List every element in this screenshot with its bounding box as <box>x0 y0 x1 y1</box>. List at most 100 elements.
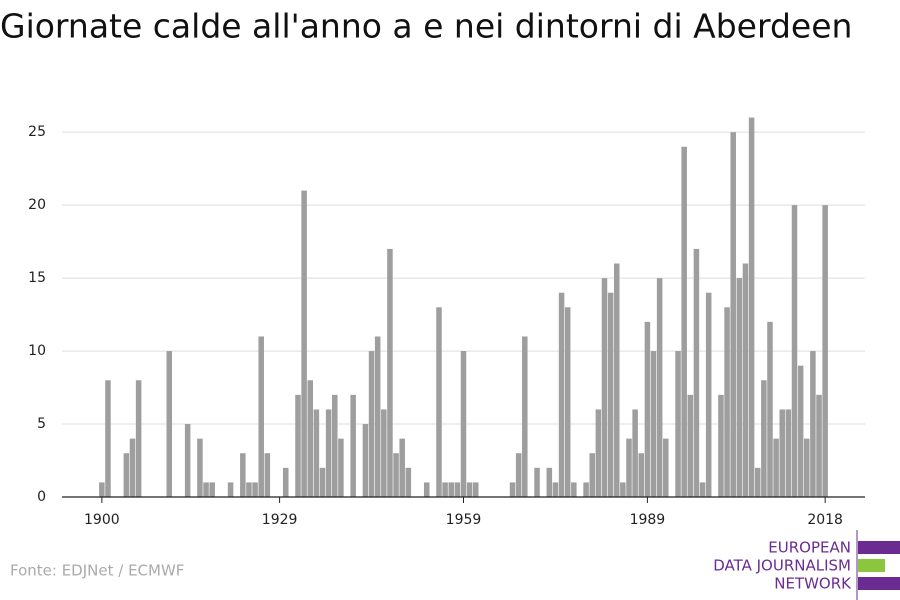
bar <box>166 351 173 497</box>
bar <box>368 351 375 497</box>
bar <box>99 482 105 497</box>
logo-bar <box>858 577 900 590</box>
bar <box>546 467 553 497</box>
bar <box>705 292 712 497</box>
logo-text: DATA JOURNALISM <box>713 557 851 575</box>
bar <box>332 394 338 497</box>
bar <box>313 409 320 497</box>
bar <box>307 380 314 497</box>
y-tick-label: 10 <box>28 343 46 359</box>
bar <box>240 453 246 497</box>
y-tick-label: 0 <box>37 489 46 505</box>
bar <box>325 409 332 497</box>
logo-text: NETWORK <box>774 575 852 593</box>
bar <box>650 351 657 497</box>
bar <box>681 146 687 497</box>
bar <box>258 336 264 497</box>
logo-text: EUROPEAN <box>768 539 851 557</box>
bar <box>595 409 602 497</box>
bar <box>607 292 614 497</box>
bar <box>754 467 761 497</box>
bar <box>295 394 301 497</box>
bar <box>393 453 399 497</box>
bar <box>448 482 454 497</box>
bar <box>583 482 589 497</box>
bar <box>810 351 816 497</box>
bar <box>350 394 356 497</box>
bar <box>436 307 442 497</box>
bar <box>264 453 271 497</box>
bar <box>123 453 130 497</box>
bar <box>129 438 136 497</box>
bar <box>558 292 565 497</box>
bar <box>620 482 626 497</box>
bar <box>693 248 700 497</box>
bar <box>773 438 779 497</box>
bar <box>724 307 730 497</box>
bar <box>423 482 430 497</box>
bar <box>405 467 412 497</box>
source: Fonte: EDJNet / ECMWF <box>10 562 184 580</box>
bar <box>699 482 706 497</box>
bar <box>381 409 387 497</box>
bar <box>571 482 577 497</box>
x-tick-label: 1989 <box>630 512 666 528</box>
bar <box>197 438 203 497</box>
bar <box>209 482 215 497</box>
x-tick-label: 1929 <box>262 512 298 528</box>
bar <box>761 380 767 497</box>
x-tick-label: 2018 <box>807 512 843 528</box>
bar <box>791 205 798 498</box>
bar <box>601 278 608 497</box>
bar <box>767 321 773 497</box>
bar <box>736 278 743 497</box>
bar <box>338 438 344 497</box>
bar <box>227 482 234 497</box>
bar <box>626 438 632 497</box>
bar <box>816 394 822 497</box>
bar <box>663 438 669 497</box>
bar <box>460 351 467 497</box>
logo-bar <box>858 541 900 554</box>
bar <box>466 482 473 497</box>
bar <box>301 190 307 498</box>
x-tick-label: 1900 <box>84 512 120 528</box>
bar <box>687 394 694 497</box>
bar <box>454 482 461 497</box>
bar <box>638 453 645 497</box>
bar <box>319 467 326 497</box>
bar <box>282 467 289 497</box>
bar <box>742 263 749 497</box>
bar <box>552 482 559 497</box>
bar <box>748 117 755 497</box>
chart-title: Giornate calde all'anno a e nei dintorni… <box>0 7 852 46</box>
bar <box>613 263 620 497</box>
bar <box>184 424 191 497</box>
bar <box>246 482 252 497</box>
bar <box>105 380 111 497</box>
bar <box>442 482 448 497</box>
bar <box>252 482 258 497</box>
bar <box>797 365 804 497</box>
bar <box>564 307 571 497</box>
bar <box>534 467 540 497</box>
bar <box>515 453 522 497</box>
bar <box>374 336 381 497</box>
bar <box>804 438 810 497</box>
y-tick-label: 15 <box>28 270 46 286</box>
bar <box>718 394 724 497</box>
bar <box>730 132 736 497</box>
bar <box>399 438 405 497</box>
bar <box>644 321 651 497</box>
bar <box>785 409 792 497</box>
bar <box>675 351 681 497</box>
bar <box>203 482 209 497</box>
y-tick-label: 20 <box>28 197 46 213</box>
x-tick-label: 1959 <box>446 512 482 528</box>
logo-bar <box>858 559 885 572</box>
bar <box>387 248 393 497</box>
bar <box>522 336 528 497</box>
bar <box>656 278 663 497</box>
bar <box>632 409 638 497</box>
y-tick-label: 5 <box>37 416 46 432</box>
